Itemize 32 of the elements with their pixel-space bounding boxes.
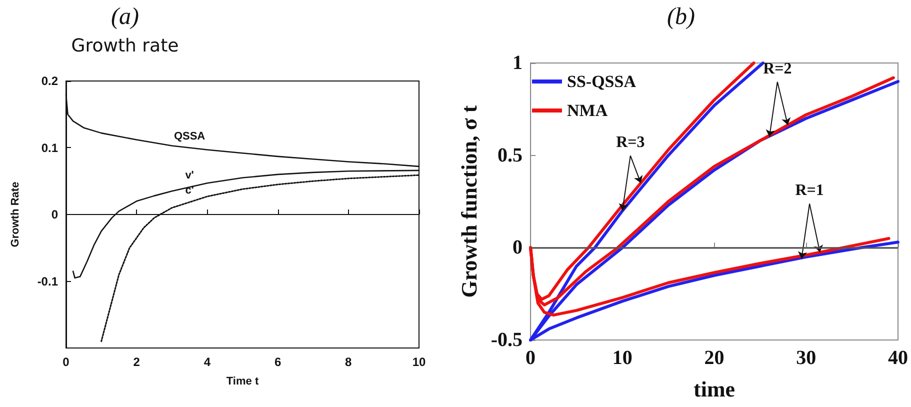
series-label: QSSA — [174, 130, 206, 142]
x-axis-title: time — [694, 376, 736, 402]
x-tick-label: 4 — [204, 355, 211, 369]
y-tick-label: 0 — [51, 208, 58, 222]
x-tick-label: 30 — [796, 347, 816, 369]
y-tick-label: -0.1 — [37, 274, 58, 288]
y-axis-title: Growth function, σ t — [456, 104, 482, 298]
annotation: R=3 — [616, 134, 645, 152]
x-tick-label: 8 — [345, 355, 352, 369]
legend-label: NMA — [567, 101, 608, 120]
series-label: v' — [185, 170, 194, 182]
y-tick-label: 0.1 — [41, 140, 58, 155]
y-tick-label: 1 — [512, 52, 523, 74]
y-axis-title: Growth Rate — [10, 182, 22, 248]
annotation: R=2 — [763, 60, 792, 78]
x-tick-label: 20 — [704, 347, 724, 369]
x-tick-label: 40 — [888, 347, 908, 369]
y-tick-label: 0 — [512, 236, 523, 259]
x-axis-title: Time t — [226, 376, 259, 388]
y-tick-label: 0.5 — [498, 144, 523, 166]
x-tick-label: 2 — [133, 355, 140, 369]
y-tick-label: 0.2 — [41, 74, 58, 88]
chart-title: (b) — [667, 4, 695, 30]
chart-title: (a) — [111, 4, 139, 30]
chart-subtitle: Growth rate — [71, 36, 179, 56]
x-tick-label: 6 — [274, 355, 282, 369]
y-tick-label: -0.5 — [490, 329, 523, 351]
annotation: R=1 — [795, 182, 824, 200]
x-tick-label: 10 — [612, 347, 632, 369]
x-tick-label: 10 — [412, 355, 426, 369]
x-tick-label: 0 — [62, 355, 70, 369]
legend-label: SS-QSSA — [567, 72, 637, 91]
